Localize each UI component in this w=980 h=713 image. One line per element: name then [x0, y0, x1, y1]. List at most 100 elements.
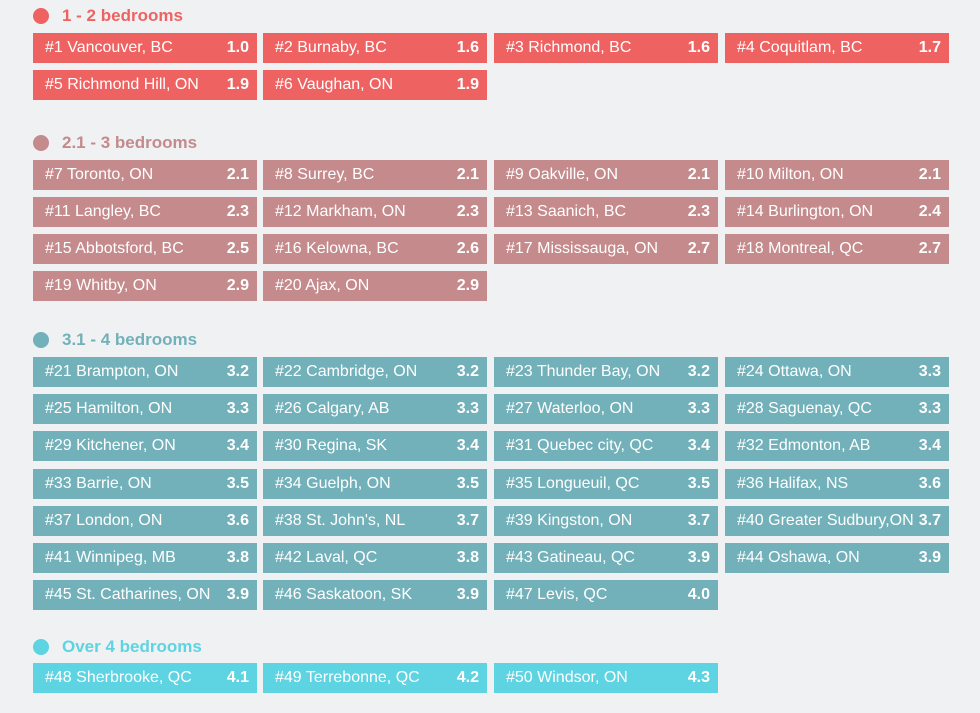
city-value: 2.3 — [687, 203, 710, 220]
city-label: #37 London, ON — [45, 512, 163, 529]
city-tile: #32 Edmonton, AB 3.4 — [725, 431, 949, 461]
city-label: #43 Gatineau, QC — [506, 549, 635, 566]
city-label: #46 Saskatoon, SK — [275, 586, 412, 603]
city-label: #24 Ottawa, ON — [737, 363, 852, 380]
city-label: #29 Kitchener, ON — [45, 437, 176, 454]
city-value: 1.0 — [226, 39, 249, 56]
city-value: 3.6 — [918, 475, 941, 492]
city-tile: #49 Terrebonne, QC 4.2 — [263, 663, 487, 693]
city-tile: #37 London, ON 3.6 — [33, 506, 257, 536]
city-value: 4.2 — [456, 669, 479, 686]
group-title: 1 - 2 bedrooms — [62, 6, 183, 25]
city-value: 4.1 — [226, 669, 249, 686]
city-label: #8 Surrey, BC — [275, 166, 375, 183]
city-value: 2.9 — [226, 277, 249, 294]
city-tile: #31 Quebec city, QC 3.4 — [494, 431, 718, 461]
city-tile: #25 Hamilton, ON 3.3 — [33, 394, 257, 424]
city-value: 1.9 — [456, 76, 479, 93]
city-value: 3.6 — [226, 512, 249, 529]
city-tile: #41 Winnipeg, MB 3.8 — [33, 543, 257, 573]
city-value: 3.2 — [687, 363, 710, 380]
city-tile: #10 Milton, ON 2.1 — [725, 160, 949, 190]
city-tile: #19 Whitby, ON 2.9 — [33, 271, 257, 301]
city-label: #10 Milton, ON — [737, 166, 844, 183]
city-value: 3.7 — [918, 512, 941, 529]
city-tile: #48 Sherbrooke, QC 4.1 — [33, 663, 257, 693]
city-label: #26 Calgary, AB — [275, 400, 390, 417]
group-heading: Over 4 bedrooms — [33, 637, 202, 657]
city-label: #6 Vaughan, ON — [275, 76, 394, 93]
city-tile: #20 Ajax, ON 2.9 — [263, 271, 487, 301]
city-value: 2.9 — [456, 277, 479, 294]
city-tile: #43 Gatineau, QC 3.9 — [494, 543, 718, 573]
city-label: #35 Longueuil, QC — [506, 475, 640, 492]
city-value: 4.3 — [687, 669, 710, 686]
city-label: #22 Cambridge, ON — [275, 363, 418, 380]
city-tile: #30 Regina, SK 3.4 — [263, 431, 487, 461]
city-tile: #7 Toronto, ON 2.1 — [33, 160, 257, 190]
city-tile: #16 Kelowna, BC 2.6 — [263, 234, 487, 264]
city-value: 1.7 — [918, 39, 941, 56]
city-tile: #5 Richmond Hill, ON 1.9 — [33, 70, 257, 100]
city-value: 2.6 — [456, 240, 479, 257]
city-tile: #12 Markham, ON 2.3 — [263, 197, 487, 227]
city-tile: #13 Saanich, BC 2.3 — [494, 197, 718, 227]
city-value: 3.4 — [226, 437, 249, 454]
city-tile: #8 Surrey, BC 2.1 — [263, 160, 487, 190]
city-label: #9 Oakville, ON — [506, 166, 619, 183]
city-label: #34 Guelph, ON — [275, 475, 391, 492]
city-tile: #15 Abbotsford, BC 2.5 — [33, 234, 257, 264]
city-value: 3.4 — [687, 437, 710, 454]
city-label: #30 Regina, SK — [275, 437, 388, 454]
city-tile: #1 Vancouver, BC 1.0 — [33, 33, 257, 63]
city-tile: #44 Oshawa, ON 3.9 — [725, 543, 949, 573]
city-tile: #45 St. Catharines, ON 3.9 — [33, 580, 257, 610]
city-label: #1 Vancouver, BC — [45, 39, 173, 56]
bullet-dot-icon — [33, 332, 49, 348]
city-label: #23 Thunder Bay, ON — [506, 363, 661, 380]
city-tile: #35 Longueuil, QC 3.5 — [494, 469, 718, 499]
city-value: 2.1 — [687, 166, 710, 183]
bullet-dot-icon — [33, 8, 49, 24]
city-label: #44 Oshawa, ON — [737, 549, 860, 566]
city-tile: #23 Thunder Bay, ON 3.2 — [494, 357, 718, 387]
city-value: 2.1 — [456, 166, 479, 183]
city-tile: #27 Waterloo, ON 3.3 — [494, 394, 718, 424]
city-value: 2.1 — [918, 166, 941, 183]
city-label: #17 Mississauga, ON — [506, 240, 659, 257]
city-tile: #4 Coquitlam, BC 1.7 — [725, 33, 949, 63]
city-value: 1.6 — [687, 39, 710, 56]
city-tile: #29 Kitchener, ON 3.4 — [33, 431, 257, 461]
city-tile: #46 Saskatoon, SK 3.9 — [263, 580, 487, 610]
city-tile: #34 Guelph, ON 3.5 — [263, 469, 487, 499]
city-label: #36 Halifax, NS — [737, 475, 849, 492]
city-label: #39 Kingston, ON — [506, 512, 633, 529]
city-label: #45 St. Catharines, ON — [45, 586, 211, 603]
city-value: 3.5 — [687, 475, 710, 492]
city-tile: #22 Cambridge, ON 3.2 — [263, 357, 487, 387]
city-label: #38 St. John's, NL — [275, 512, 406, 529]
city-tile: #28 Saguenay, QC 3.3 — [725, 394, 949, 424]
city-tile: #6 Vaughan, ON 1.9 — [263, 70, 487, 100]
city-value: 3.3 — [456, 400, 479, 417]
city-label: #18 Montreal, QC — [737, 240, 864, 257]
city-label: #49 Terrebonne, QC — [275, 669, 420, 686]
city-label: #20 Ajax, ON — [275, 277, 370, 294]
group-heading: 3.1 - 4 bedrooms — [33, 330, 197, 350]
group-title: 3.1 - 4 bedrooms — [62, 330, 198, 349]
city-value: 3.7 — [687, 512, 710, 529]
city-label: #21 Brampton, ON — [45, 363, 179, 380]
city-value: 2.1 — [226, 166, 249, 183]
city-value: 1.9 — [226, 76, 249, 93]
city-value: 3.9 — [226, 586, 249, 603]
city-value: 2.7 — [687, 240, 710, 257]
city-tile: #42 Laval, QC 3.8 — [263, 543, 487, 573]
city-label: #47 Levis, QC — [506, 586, 608, 603]
city-label: #5 Richmond Hill, ON — [45, 76, 199, 93]
city-label: #50 Windsor, ON — [506, 669, 628, 686]
bullet-dot-icon — [33, 135, 49, 151]
group-title: 2.1 - 3 bedrooms — [62, 133, 198, 152]
city-tile: #9 Oakville, ON 2.1 — [494, 160, 718, 190]
city-tile: #36 Halifax, NS 3.6 — [725, 469, 949, 499]
city-value: 3.4 — [918, 437, 941, 454]
